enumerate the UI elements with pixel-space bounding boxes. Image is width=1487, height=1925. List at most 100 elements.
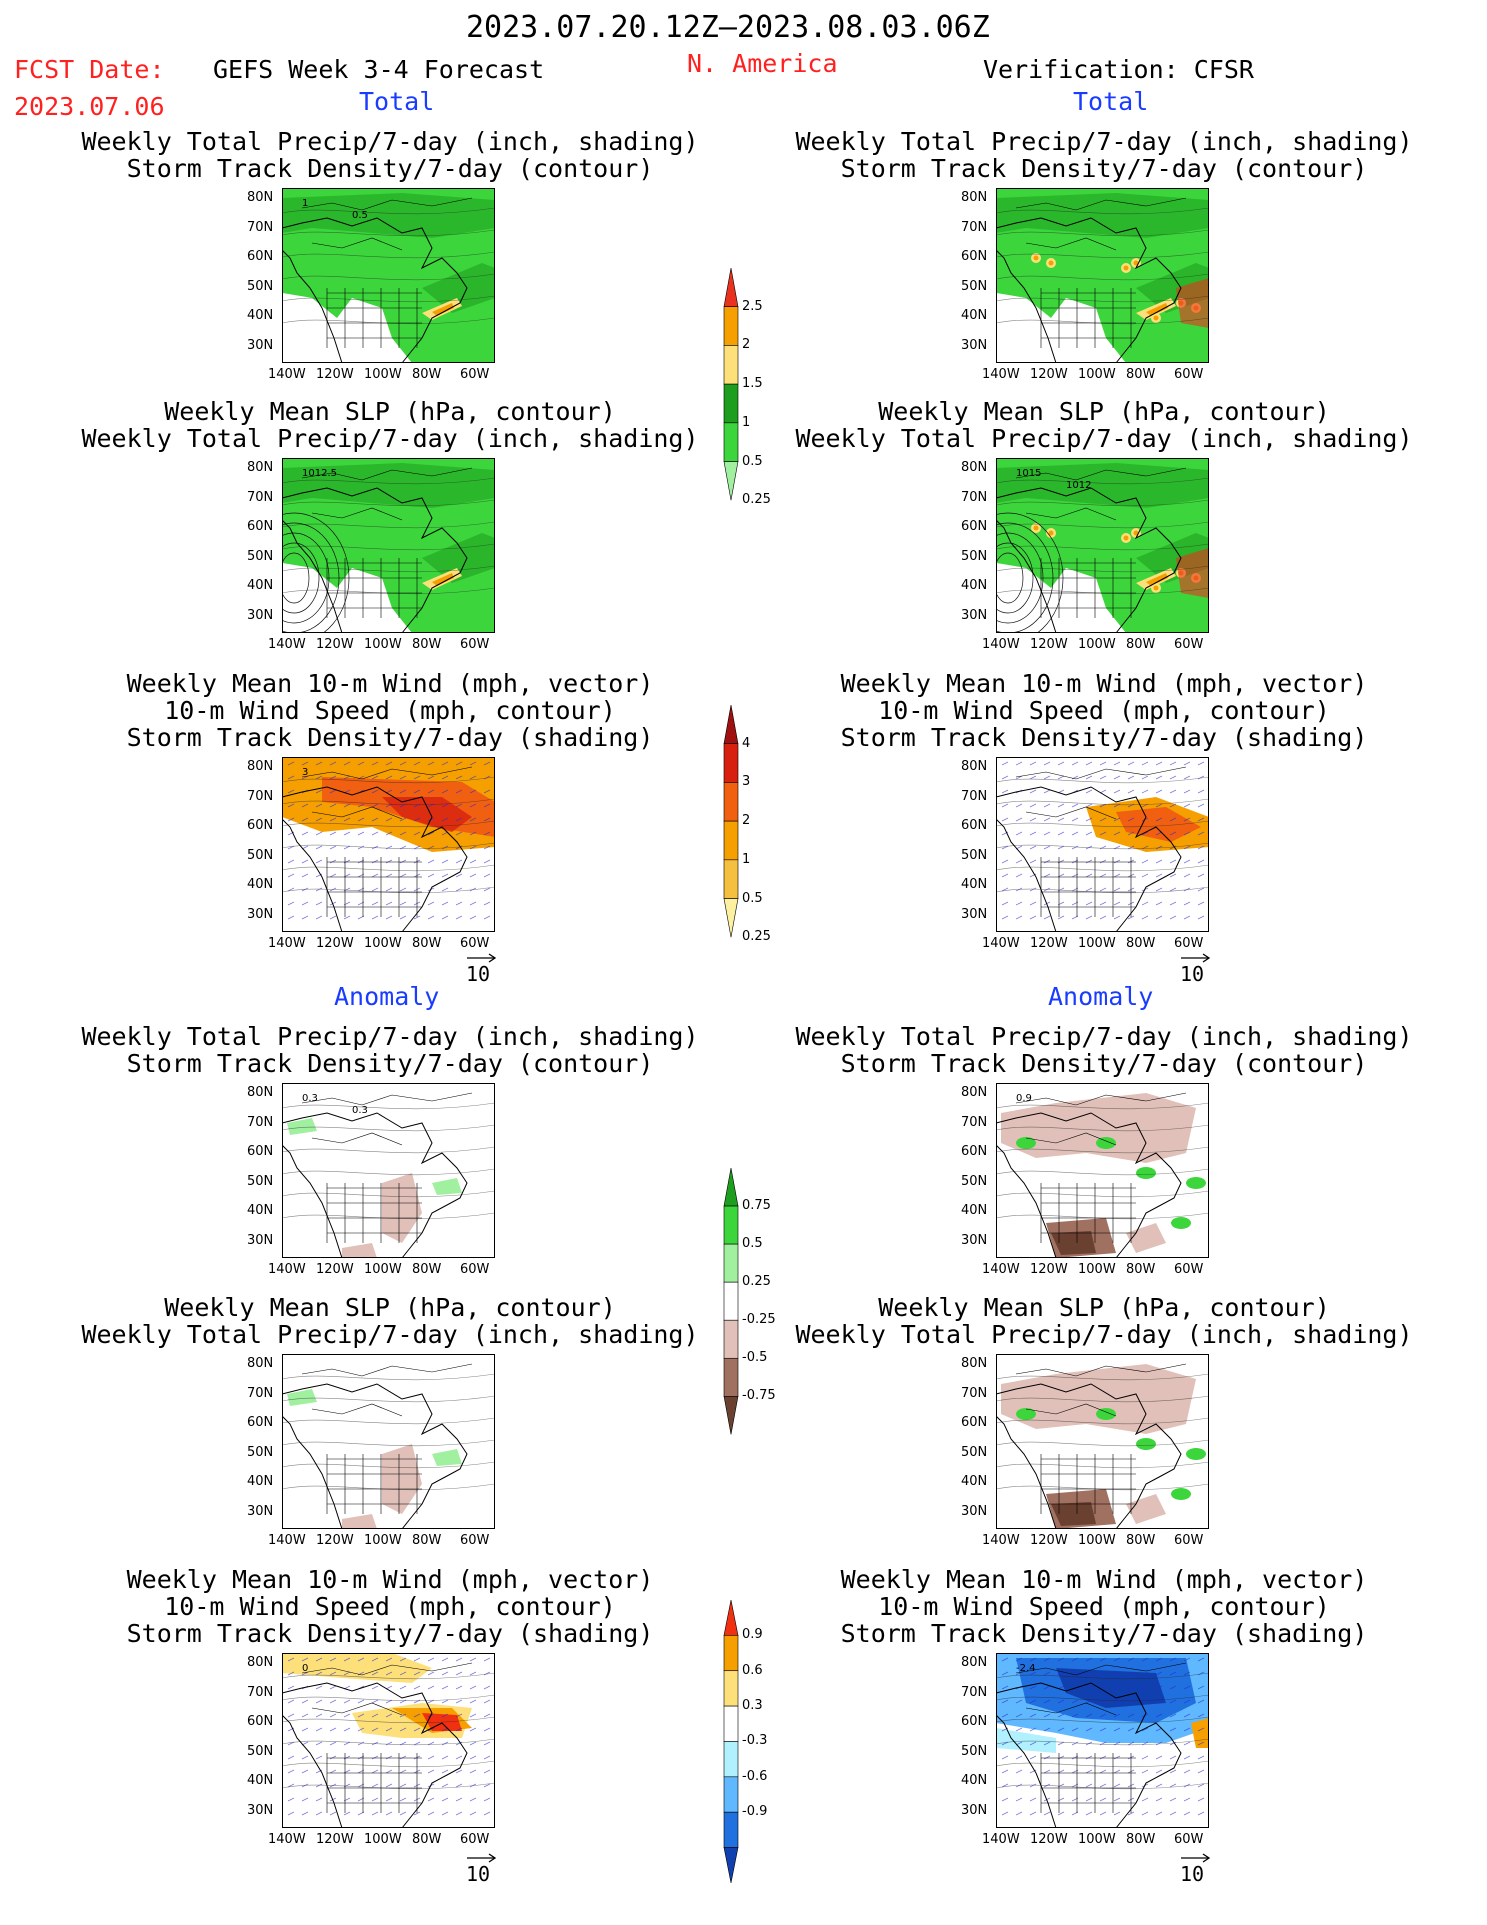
colorbar-label: 0.5 bbox=[742, 890, 763, 906]
lat-tick: 30N bbox=[247, 906, 274, 922]
lon-tick: 100W bbox=[364, 1262, 402, 1277]
colorbar-label: 0.25 bbox=[742, 929, 771, 945]
map-plot-5: 3 bbox=[281, 757, 496, 933]
forecast-name: GEFS Week 3-4 Forecast bbox=[213, 55, 545, 84]
lat-tick: 80N bbox=[247, 460, 274, 475]
lat-tick: 70N bbox=[961, 1385, 988, 1401]
lat-tick: 60N bbox=[247, 818, 274, 833]
map-panel-8: 0.9 bbox=[995, 1083, 1210, 1259]
lat-tick: 40N bbox=[961, 578, 988, 593]
colorbar-label: 0.25 bbox=[742, 1274, 771, 1290]
colorbar-label: 3 bbox=[742, 774, 751, 790]
lat-tick: 70N bbox=[247, 219, 274, 235]
lon-tick: 120W bbox=[316, 1262, 354, 1277]
map-plot-1: 10.5 bbox=[281, 188, 496, 364]
lat-tick: 30N bbox=[961, 1232, 988, 1248]
lat-tick: 80N bbox=[961, 1085, 988, 1100]
lat-tick: 70N bbox=[961, 219, 988, 235]
lat-tick: 30N bbox=[961, 607, 988, 623]
map-plot-6 bbox=[995, 757, 1210, 933]
map-plot-2 bbox=[995, 188, 1210, 364]
lat-tick: 50N bbox=[961, 1444, 988, 1460]
colorbar-label: 1 bbox=[742, 851, 751, 867]
colorbar-label: -0.9 bbox=[742, 1804, 768, 1820]
map-plot-7: 0.3 0.3 bbox=[281, 1083, 496, 1259]
lat-tick: 80N bbox=[247, 1356, 274, 1371]
lat-tick: 80N bbox=[247, 759, 274, 774]
lon-tick: 120W bbox=[316, 637, 354, 652]
contour-label: 0.9 bbox=[1016, 1093, 1032, 1104]
colorbar-precip_total bbox=[723, 268, 739, 501]
lat-tick: 50N bbox=[247, 1173, 274, 1189]
colorbar-label: 2 bbox=[742, 813, 751, 829]
region-label: N. America bbox=[687, 49, 838, 78]
lon-tick: 120W bbox=[316, 936, 354, 951]
lon-tick: 80W bbox=[1126, 637, 1156, 652]
lon-tick: 120W bbox=[1030, 1262, 1068, 1277]
colorbar-label: 2.5 bbox=[742, 298, 763, 314]
lat-tick: 40N bbox=[961, 308, 988, 323]
lat-tick: 80N bbox=[961, 460, 988, 475]
lat-tick: 50N bbox=[961, 278, 988, 294]
contour-label: 0.3 bbox=[302, 1093, 318, 1104]
lon-tick: 100W bbox=[1078, 936, 1116, 951]
colorbar-label: -0.6 bbox=[742, 1768, 768, 1784]
lat-tick: 80N bbox=[961, 759, 988, 774]
lat-tick: 40N bbox=[247, 308, 274, 323]
lon-tick: 80W bbox=[412, 1533, 442, 1548]
lat-tick: 60N bbox=[961, 1415, 988, 1430]
lon-tick: 60W bbox=[460, 637, 490, 652]
lat-tick: 60N bbox=[961, 1144, 988, 1159]
vector-reference-left-total: 10 bbox=[466, 953, 497, 986]
lon-tick: 120W bbox=[1030, 1533, 1068, 1548]
lat-tick: 80N bbox=[961, 1356, 988, 1371]
lon-tick: 80W bbox=[1126, 367, 1156, 382]
lat-tick: 70N bbox=[247, 1114, 274, 1130]
map-panel-1: 1 0.5 bbox=[281, 188, 496, 364]
panel-title-10: Weekly Mean SLP (hPa, contour) Weekly Tot… bbox=[795, 1293, 1413, 1349]
lon-tick: 80W bbox=[412, 367, 442, 382]
map-panel-6 bbox=[995, 757, 1210, 933]
colorbar-label: 1 bbox=[742, 414, 751, 430]
lon-tick: 100W bbox=[1078, 367, 1116, 382]
colorbar-label: 1.5 bbox=[742, 376, 763, 392]
section-total-left: Total bbox=[359, 87, 435, 116]
lon-tick: 120W bbox=[1030, 1832, 1068, 1847]
lat-tick: 30N bbox=[961, 1503, 988, 1519]
lon-tick: 140W bbox=[268, 1533, 306, 1548]
lat-tick: 70N bbox=[961, 1114, 988, 1130]
lon-tick: 60W bbox=[1174, 637, 1204, 652]
lon-tick: 100W bbox=[1078, 1262, 1116, 1277]
map-panel-3: 1012.5 bbox=[238, 458, 496, 644]
lat-tick: 40N bbox=[247, 877, 274, 892]
colorbar-label: 2 bbox=[742, 337, 751, 353]
lon-tick: 60W bbox=[460, 1832, 490, 1847]
lat-tick: 30N bbox=[247, 1503, 274, 1519]
vector-reference-right-anom: 10 bbox=[1180, 1853, 1211, 1886]
lon-tick: 100W bbox=[364, 637, 402, 652]
map-panel-5: 3 bbox=[281, 757, 496, 933]
fcst-date: 2023.07.06 bbox=[14, 92, 165, 121]
lat-tick: 80N bbox=[247, 190, 274, 205]
lat-tick: 70N bbox=[247, 1684, 274, 1700]
lon-tick: 120W bbox=[316, 1832, 354, 1847]
contour-label: 1015 bbox=[1016, 468, 1041, 479]
contour-label: 0.5 bbox=[352, 210, 368, 221]
lat-tick: 70N bbox=[961, 1684, 988, 1700]
colorbar-label: 0.5 bbox=[742, 1236, 763, 1252]
lon-tick: 140W bbox=[982, 1533, 1020, 1548]
lat-tick: 50N bbox=[961, 548, 988, 564]
contour-label: 0.3 bbox=[352, 1105, 368, 1116]
map-plot-12: -2.4 bbox=[995, 1653, 1210, 1829]
lat-tick: 50N bbox=[247, 1743, 274, 1759]
lat-tick: 50N bbox=[961, 1173, 988, 1189]
lat-tick: 80N bbox=[961, 190, 988, 205]
lat-tick: 40N bbox=[961, 1773, 988, 1788]
map-plot-8: 0.9 bbox=[995, 1083, 1210, 1259]
lat-tick: 50N bbox=[247, 847, 274, 863]
lat-tick: 60N bbox=[961, 818, 988, 833]
lon-tick: 140W bbox=[982, 936, 1020, 951]
contour-label: 0 bbox=[302, 1663, 308, 1674]
lat-tick: 70N bbox=[961, 489, 988, 505]
lat-tick: 60N bbox=[961, 1714, 988, 1729]
